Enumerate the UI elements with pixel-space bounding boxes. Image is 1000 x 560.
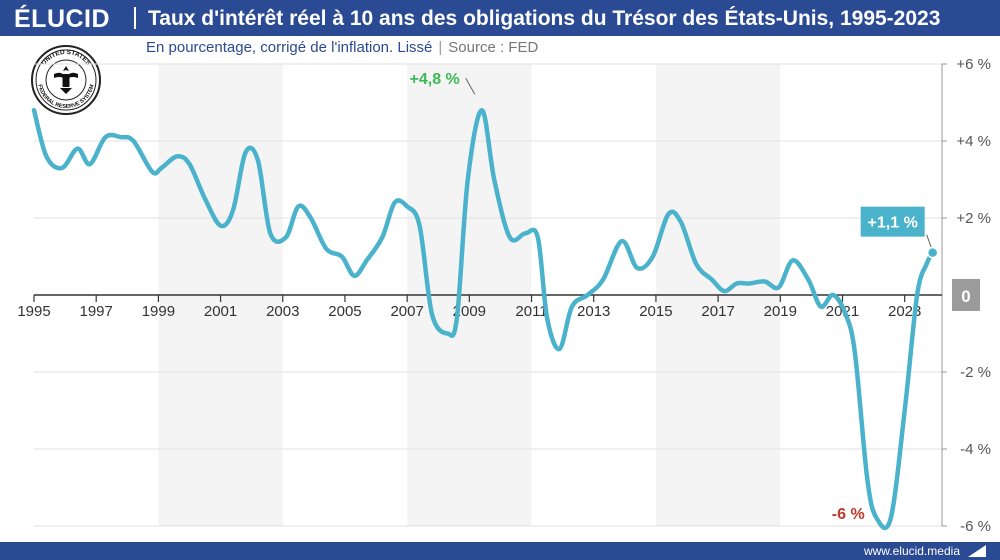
x-tick-label: 2013 (577, 303, 610, 320)
y-tick-label: +6 % (956, 56, 991, 73)
series-layer (31, 107, 935, 531)
subtitle-separator: | (438, 39, 443, 56)
x-tick-label: 2005 (328, 303, 361, 320)
annotation-max-label: +4,8 % (410, 71, 460, 88)
brand-logo: ÉLUCID (14, 5, 111, 33)
eagle-emblem-icon (54, 66, 78, 94)
annotation-leader (926, 234, 933, 249)
chart-subtitle: En pourcentage, corrigé de l'inflation. … (146, 39, 538, 56)
zero-label: 0 (961, 287, 970, 306)
y-tick-label: -2 % (960, 364, 991, 381)
brand-separator (134, 7, 136, 29)
source-text: Source : FED (448, 39, 539, 56)
x-tick-label: 1995 (17, 303, 50, 320)
x-tick-label: 1997 (80, 303, 113, 320)
x-tick-label: 2019 (764, 303, 797, 320)
y-axis: +6 % +4 % +2 % -2 % -4 % -6 % 0 (941, 56, 991, 535)
header-bar: ÉLUCID Taux d'intérêt réel à 10 ans des … (0, 0, 1000, 36)
x-tick-label: 2001 (204, 303, 237, 320)
zero-badge (952, 279, 980, 311)
subtitle-text: En pourcentage, corrigé de l'inflation. … (146, 39, 433, 56)
annotation-leader (465, 77, 476, 95)
annotations-layer: +4,8 % -6 % +1,1 % (410, 71, 939, 523)
y-tick-label: +4 % (956, 133, 991, 150)
x-tick-label: 2011 (515, 303, 547, 320)
last-value-point (926, 246, 939, 259)
footer-website: www.elucid.media (863, 544, 960, 558)
y-tick-label: -6 % (960, 518, 991, 535)
x-tick-label: 2007 (390, 303, 423, 320)
annotation-last-label: +1,1 % (868, 215, 918, 232)
x-tick-label: 2009 (453, 303, 486, 320)
footer-bar: www.elucid.media (0, 542, 1000, 560)
x-tick-label: 2003 (266, 303, 299, 320)
series-line (31, 107, 935, 531)
y-tick-label: -4 % (960, 441, 991, 458)
annotation-min-label: -6 % (832, 506, 865, 523)
x-tick-label: 2017 (701, 303, 734, 320)
federal-reserve-seal-icon: UNITED STATES FEDERAL RESERVE SYSTEM (31, 45, 101, 115)
y-tick-label: +2 % (956, 210, 991, 227)
last-value-badge (860, 206, 925, 237)
x-tick-label: 2015 (639, 303, 672, 320)
x-tick-label: 1999 (142, 303, 175, 320)
footer-logo-icon (968, 545, 986, 557)
chart-title: Taux d'intérêt réel à 10 ans des obligat… (148, 7, 941, 30)
